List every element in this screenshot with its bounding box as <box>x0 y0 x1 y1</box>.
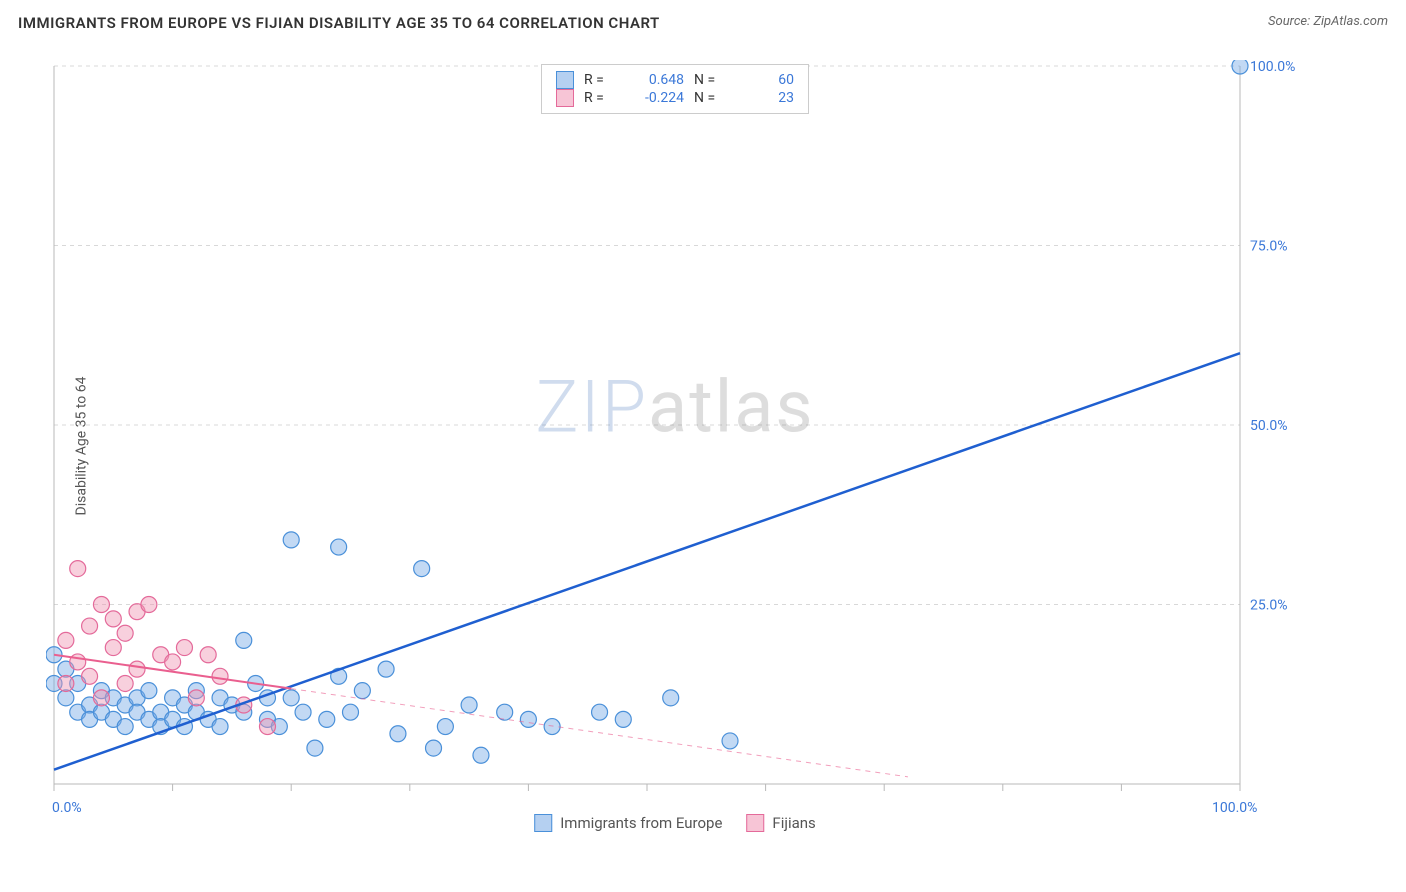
legend-r-value: 0.648 <box>628 72 684 88</box>
svg-text:50.0%: 50.0% <box>1250 418 1288 434</box>
legend-r-label: R = <box>584 72 618 88</box>
legend-item: Immigrants from Europe <box>534 814 722 832</box>
legend-n-value: 23 <box>738 90 794 106</box>
legend-item: Fijians <box>746 814 815 832</box>
svg-text:100.0%: 100.0% <box>1250 60 1295 75</box>
legend-n-label: N = <box>694 72 728 88</box>
series-legend: Immigrants from Europe Fijians <box>534 814 816 832</box>
source-name: ZipAtlas.com <box>1313 14 1388 29</box>
source-prefix: Source: <box>1268 14 1313 29</box>
chart-title: IMMIGRANTS FROM EUROPE VS FIJIAN DISABIL… <box>18 14 660 32</box>
svg-text:0.0%: 0.0% <box>52 800 82 816</box>
legend-r-value: -0.224 <box>628 90 684 106</box>
chart-container: R =0.648N =60R =-0.224N =23 ZIPatlas 25.… <box>46 60 1304 830</box>
legend-swatch <box>556 71 574 89</box>
svg-text:100.0%: 100.0% <box>1212 800 1257 816</box>
title-bar: IMMIGRANTS FROM EUROPE VS FIJIAN DISABIL… <box>0 0 1406 42</box>
legend-swatch <box>534 814 552 832</box>
legend-swatch <box>556 89 574 107</box>
legend-n-label: N = <box>694 90 728 106</box>
legend-row: R = 0.648 N = 60 <box>556 71 794 89</box>
legend-n-value: 60 <box>738 72 794 88</box>
legend-swatch <box>746 814 764 832</box>
svg-text:25.0%: 25.0% <box>1250 598 1288 614</box>
legend-r-label: R = <box>584 90 618 106</box>
legend-label: Immigrants from Europe <box>560 814 722 832</box>
correlation-legend: R = 0.648 N = 60 R = -0.224 N = 23 <box>541 64 809 114</box>
legend-label: Fijians <box>772 814 815 832</box>
legend-row: R = -0.224 N = 23 <box>556 89 794 107</box>
svg-text:75.0%: 75.0% <box>1250 239 1288 255</box>
scatter-plot: 25.0% 50.0% 75.0% 100.0% 0.0% 100.0% <box>46 60 1304 830</box>
source-attribution: Source: ZipAtlas.com <box>1268 14 1388 29</box>
